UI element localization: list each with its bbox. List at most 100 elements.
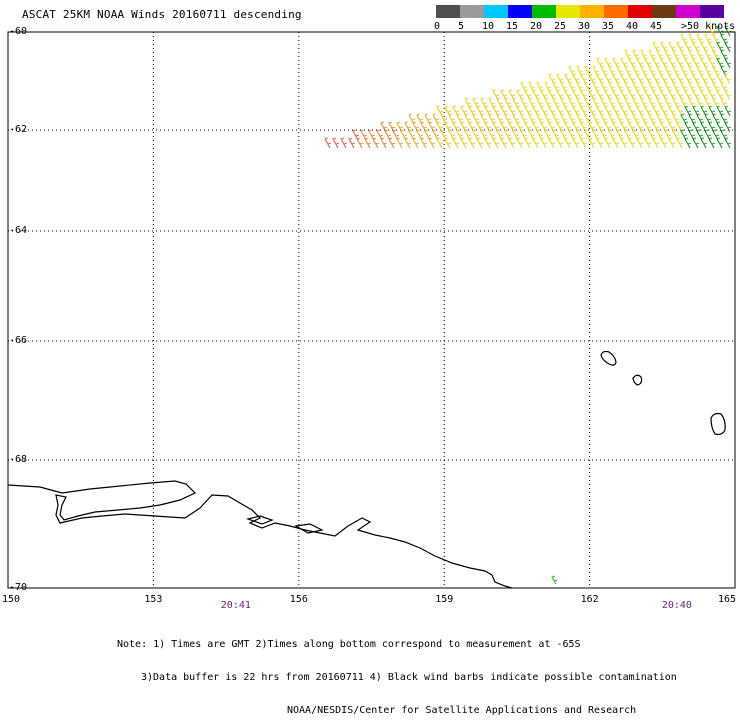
footnote: Note: 1) Times are GMT 2)Times along bot… [117, 617, 677, 727]
wind-barb-icon [628, 137, 636, 149]
colorbar-swatch [556, 5, 580, 18]
lat-tick-label: -70 [9, 582, 28, 593]
wind-barb-icon [536, 129, 544, 141]
wind-barb-icon [548, 121, 556, 133]
wind-barb-icon [348, 137, 356, 149]
wind-barb-icon [612, 105, 620, 117]
wind-barb-icon [564, 89, 572, 101]
wind-barb-icon [556, 121, 564, 133]
wind-barb-icon [584, 65, 592, 77]
wind-barb-icon [588, 137, 596, 149]
colorbar-swatch [580, 5, 604, 18]
wind-barb-icon [524, 137, 532, 149]
wind-barb-icon [696, 129, 704, 141]
wind-barb-icon [564, 73, 572, 85]
wind-barb-icon [532, 137, 540, 149]
wind-barb-icon [620, 57, 628, 69]
lon-tick-label: 159 [435, 594, 454, 605]
wind-barb-icon [552, 129, 560, 141]
wind-barb-icon [692, 89, 700, 101]
wind-barb-icon [480, 97, 488, 109]
wind-barb-icon [676, 41, 684, 53]
wind-barb-icon [551, 575, 558, 585]
wind-barb-icon [648, 97, 656, 109]
wind-barb-icon [644, 105, 652, 117]
wind-barb-icon [416, 129, 424, 141]
wind-barb-icon [664, 113, 672, 125]
wind-barb-icon [692, 57, 700, 69]
wind-barb-icon [708, 25, 716, 37]
wind-barb-icon [472, 97, 480, 109]
wind-barb-icon [540, 105, 548, 117]
wind-barb-icon [620, 105, 628, 117]
lat-tick-label: -68 [9, 454, 28, 465]
wind-barb-icon [584, 113, 592, 125]
wind-barb-icon [564, 137, 572, 149]
wind-barb-icon [612, 57, 620, 69]
wind-barb-icon [568, 129, 576, 141]
wind-barb-icon [476, 105, 484, 117]
colorbar-swatch [676, 5, 700, 18]
wind-barb-icon [508, 137, 516, 149]
wind-barb-icon [464, 129, 472, 141]
wind-barb-icon [500, 121, 508, 133]
wind-barb-icon [676, 105, 684, 117]
wind-barb-icon [544, 113, 552, 125]
wind-barb-icon [520, 113, 528, 125]
wind-barb-icon [512, 97, 520, 109]
wind-barb-icon [608, 97, 616, 109]
wind-barb-icon [672, 49, 680, 61]
wind-barb-icon [700, 57, 708, 69]
wind-barb-icon [688, 65, 696, 77]
wind-barb-icon [632, 97, 640, 109]
colorbar-swatch [532, 5, 556, 18]
measurement-time: 20:41 [220, 600, 251, 611]
wind-barb-icon [680, 129, 688, 141]
wind-barb-icon [484, 137, 492, 149]
map-border [7, 31, 736, 589]
wind-barb-icon [452, 121, 460, 133]
wind-barb-icon [700, 41, 708, 53]
wind-barb-icon [576, 65, 584, 77]
wind-barb-icon [496, 97, 504, 109]
wind-map [7, 25, 736, 589]
wind-barb-icon [612, 89, 620, 101]
wind-barb-icon [724, 105, 732, 117]
wind-barb-icon [700, 121, 708, 133]
wind-barb-icon [680, 97, 688, 109]
wind-barb-icon [524, 105, 532, 117]
wind-barb-icon [672, 65, 680, 77]
wind-barb-icon [704, 33, 712, 45]
wind-barb-icon [660, 121, 668, 133]
wind-barb-icon [560, 113, 568, 125]
wind-barb-icon [588, 121, 596, 133]
wind-barb-icon [604, 89, 612, 101]
wind-barb-icon [420, 121, 428, 133]
wind-barb-icon [724, 89, 732, 101]
wind-barb-icon [628, 57, 636, 69]
wind-barb-icon [424, 113, 432, 125]
wind-barb-icon [540, 89, 548, 101]
wind-barb-icon [528, 97, 536, 109]
wind-barb-icon [388, 137, 396, 149]
wind-barb-icon [532, 105, 540, 117]
wind-barb-icon [440, 129, 448, 141]
wind-barb-icon [572, 137, 580, 149]
colorbar-tick-label: 15 [506, 21, 519, 32]
wind-barb-icon [512, 129, 520, 141]
colorbar-tick-label: 0 [434, 21, 441, 32]
wind-barb-icon [424, 129, 432, 141]
wind-barb-icon [640, 65, 648, 77]
wind-barb-icon [576, 113, 584, 125]
wind-barb-icon [608, 81, 616, 93]
colorbar-swatch [460, 5, 484, 18]
wind-barb-icon [664, 49, 672, 61]
wind-barb-icon [584, 81, 592, 93]
wind-barb-icon [520, 81, 528, 93]
wind-barb-icon [588, 89, 596, 101]
wind-barb-icon [660, 57, 668, 69]
wind-barb-icon [704, 81, 712, 93]
wind-barbs [324, 25, 732, 585]
wind-barb-icon [504, 97, 512, 109]
wind-barb-icon [560, 81, 568, 93]
